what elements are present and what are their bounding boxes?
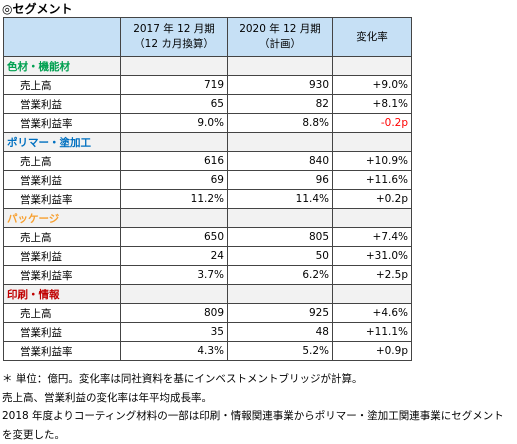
- data-row: 売上高 650 805 +7.4%: [3, 227, 412, 247]
- data-row: 営業利益率 11.2% 11.4% +0.2p: [3, 189, 412, 209]
- header-row: 2017 年 12 月期 （12 カ月換算） 2020 年 12 月期 （計画） 変化率: [3, 17, 412, 57]
- empty-cell: [227, 284, 333, 304]
- data-row: 売上高 719 930 +9.0%: [3, 75, 412, 95]
- empty-cell: [227, 208, 333, 228]
- header-line: （12 カ月換算）: [134, 38, 214, 50]
- value-cell: 805: [227, 227, 333, 247]
- row-label: 営業利益: [3, 322, 121, 342]
- data-row: 売上高 616 840 +10.9%: [3, 151, 412, 171]
- header-line: 変化率: [356, 30, 388, 43]
- note: ＊ 単位：億円。変化率は同社資料を基にインベストメントブリッジが計算。: [2, 373, 363, 385]
- value-cell: 48: [227, 322, 333, 342]
- data-row: 営業利益率 3.7% 6.2% +2.5p: [3, 265, 412, 285]
- data-row: 営業利益率 9.0% 8.8% -0.2p: [3, 113, 412, 133]
- row-label: 売上高: [3, 303, 121, 323]
- value-cell: 11.2%: [120, 189, 228, 209]
- empty-cell: [227, 132, 333, 152]
- empty-cell: [120, 284, 228, 304]
- value-cell: 925: [227, 303, 333, 323]
- empty-cell: [332, 132, 412, 152]
- value-cell: 719: [120, 75, 228, 95]
- value-cell: 809: [120, 303, 228, 323]
- value-cell: -0.2p: [332, 113, 412, 133]
- value-cell: +2.5p: [332, 265, 412, 285]
- value-cell: 840: [227, 151, 333, 171]
- row-label: 営業利益率: [3, 189, 121, 209]
- header-cell: 2017 年 12 月期 （12 カ月換算）: [120, 17, 228, 57]
- value-cell: 6.2%: [227, 265, 333, 285]
- row-label: 営業利益: [3, 94, 121, 114]
- value-cell: +9.0%: [332, 75, 412, 95]
- row-label: 営業利益: [3, 170, 121, 190]
- section-name: ポリマー・塗加工: [3, 132, 121, 152]
- header-line: 2020 年 12 月期: [239, 23, 321, 35]
- row-label: 営業利益率: [3, 265, 121, 285]
- empty-cell: [120, 208, 228, 228]
- value-cell: 35: [120, 322, 228, 342]
- header-cell: [3, 17, 121, 57]
- data-row: 売上高 809 925 +4.6%: [3, 303, 412, 323]
- section-name: 印刷・情報: [3, 284, 121, 304]
- data-row: 営業利益 24 50 +31.0%: [3, 246, 412, 266]
- value-cell: 11.4%: [227, 189, 333, 209]
- row-label: 営業利益率: [3, 113, 121, 133]
- section-row: ポリマー・塗加工: [3, 132, 412, 152]
- value-cell: 3.7%: [120, 265, 228, 285]
- value-cell: +11.6%: [332, 170, 412, 190]
- section-name: パッケージ: [3, 208, 121, 228]
- value-cell: +0.9p: [332, 341, 412, 361]
- value-cell: 4.3%: [120, 341, 228, 361]
- value-cell: +10.9%: [332, 151, 412, 171]
- value-cell: +8.1%: [332, 94, 412, 114]
- header-line: （計画）: [259, 38, 301, 50]
- section-row: 印刷・情報: [3, 284, 412, 304]
- note: 2018 年度よりコーティング材料の一部は印刷・情報関連事業からポリマー・塗加工…: [2, 410, 504, 441]
- value-cell: +0.2p: [332, 189, 412, 209]
- row-label: 営業利益: [3, 246, 121, 266]
- note: 売上高、営業利益の変化率は年平均成長率。: [2, 391, 212, 404]
- value-cell: 930: [227, 75, 333, 95]
- data-row: 営業利益 69 96 +11.6%: [3, 170, 412, 190]
- value-cell: 8.8%: [227, 113, 333, 133]
- header-cell: 変化率: [332, 17, 412, 57]
- value-cell: 82: [227, 94, 333, 114]
- notes: ＊ 単位：億円。変化率は同社資料を基にインベストメントブリッジが計算。 売上高、営…: [2, 370, 514, 444]
- value-cell: 50: [227, 246, 333, 266]
- row-label: 売上高: [3, 151, 121, 171]
- section-row: パッケージ: [3, 208, 412, 228]
- header-line: 2017 年 12 月期: [133, 23, 215, 35]
- value-cell: 9.0%: [120, 113, 228, 133]
- value-cell: +7.4%: [332, 227, 412, 247]
- data-row: 営業利益率 4.3% 5.2% +0.9p: [3, 341, 412, 361]
- value-cell: 650: [120, 227, 228, 247]
- row-label: 売上高: [3, 227, 121, 247]
- empty-cell: [120, 56, 228, 76]
- value-cell: 69: [120, 170, 228, 190]
- empty-cell: [332, 284, 412, 304]
- section-name: 色材・機能材: [3, 56, 121, 76]
- section-row: 色材・機能材: [3, 56, 412, 76]
- value-cell: 96: [227, 170, 333, 190]
- empty-cell: [227, 56, 333, 76]
- value-cell: 65: [120, 94, 228, 114]
- value-cell: +31.0%: [332, 246, 412, 266]
- row-label: 営業利益率: [3, 341, 121, 361]
- empty-cell: [332, 56, 412, 76]
- header-cell: 2020 年 12 月期 （計画）: [227, 17, 333, 57]
- empty-cell: [120, 132, 228, 152]
- value-cell: 5.2%: [227, 341, 333, 361]
- data-row: 営業利益 65 82 +8.1%: [3, 94, 412, 114]
- value-cell: +11.1%: [332, 322, 412, 342]
- title: ◎セグメント: [2, 2, 73, 16]
- data-row: 営業利益 35 48 +11.1%: [3, 322, 412, 342]
- segment-table: 2017 年 12 月期 （12 カ月換算） 2020 年 12 月期 （計画） 変化率…: [3, 17, 412, 361]
- value-cell: 24: [120, 246, 228, 266]
- row-label: 売上高: [3, 75, 121, 95]
- empty-cell: [332, 208, 412, 228]
- value-cell: +4.6%: [332, 303, 412, 323]
- value-cell: 616: [120, 151, 228, 171]
